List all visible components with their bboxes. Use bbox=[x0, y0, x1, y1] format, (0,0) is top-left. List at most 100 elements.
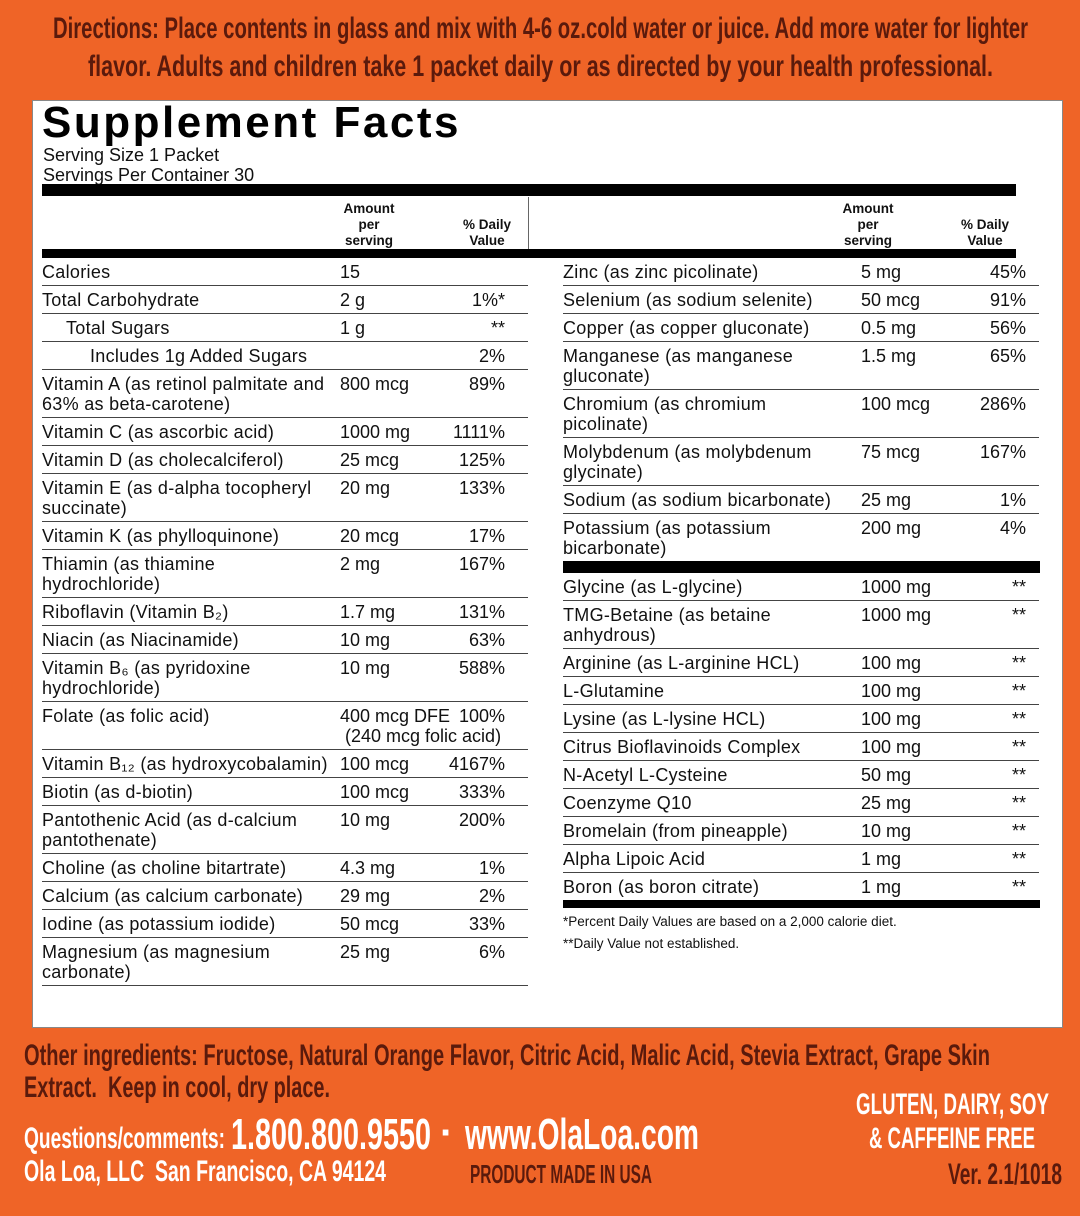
nutrient-name: Total Carbohydrate bbox=[42, 290, 200, 310]
daily-value-cell: 200% bbox=[458, 810, 505, 830]
amount-cell: 50 mg bbox=[861, 765, 912, 785]
daily-value-cell: ** bbox=[1011, 605, 1026, 625]
nutrient-row: Vitamin K (as phylloquinone) 20 mcg 17% bbox=[42, 522, 528, 550]
nutrient-name: Iodine (as potassium iodide) bbox=[42, 914, 276, 934]
amount-cell: 2 mg bbox=[340, 554, 381, 574]
nutrient-name: Arginine (as L-arginine HCL) bbox=[563, 653, 800, 673]
nutrient-name: Calcium (as calcium carbonate) bbox=[42, 886, 304, 906]
nutrient-row: Molybdenum (as molybdenum glycinate) 75 m… bbox=[563, 438, 1039, 486]
facts-title: Supplement Facts bbox=[42, 98, 461, 147]
nutrient-name: Vitamin K (as phylloquinone) bbox=[42, 526, 280, 546]
daily-value-cell: 33% bbox=[468, 914, 505, 934]
amount-cell: 0.5 mg bbox=[861, 318, 917, 338]
amount-cell: 100 mcg bbox=[340, 754, 410, 774]
daily-value-cell: 2% bbox=[478, 886, 505, 906]
nutrient-name: Lysine (as L-lysine HCL) bbox=[563, 709, 766, 729]
daily-value-cell: 588% bbox=[458, 658, 505, 678]
nutrient-name: Vitamin C (as ascorbic acid) bbox=[42, 422, 275, 442]
nutrient-row: Lysine (as L-lysine HCL) 100 mg ** bbox=[563, 705, 1039, 733]
column-divider bbox=[528, 197, 529, 251]
nutrient-row: Boron (as boron citrate) 1 mg ** bbox=[563, 873, 1039, 901]
nutrient-row: Bromelain (from pineapple) 10 mg ** bbox=[563, 817, 1039, 845]
nutrient-row: TMG-Betaine (as betaine anhydrous) 1000 m… bbox=[563, 601, 1039, 649]
nutrient-row: Vitamin D (as cholecalciferol) 25 mcg 125% bbox=[42, 446, 528, 474]
daily-value-cell: 131% bbox=[458, 602, 505, 622]
amount-cell: 100 mg bbox=[861, 681, 922, 701]
nutrient-row: Manganese (as manganese gluconate) 1.5 mg… bbox=[563, 342, 1039, 390]
nutrient-name: Zinc (as zinc picolinate) bbox=[563, 262, 759, 282]
footnote: **Daily Value not established. bbox=[563, 936, 740, 951]
daily-value-cell: ** bbox=[1011, 765, 1026, 785]
nutrient-name: Copper (as copper gluconate) bbox=[563, 318, 810, 338]
amount-cell: 800 mcg bbox=[340, 374, 410, 394]
company: Ola Loa, LLC San Francisco, CA 94124 bbox=[24, 1155, 387, 1188]
nutrient-name: N-Acetyl L-Cysteine bbox=[563, 765, 728, 785]
nutrient-name: Boron (as boron citrate) bbox=[563, 877, 760, 897]
nutrient-name: L-Glutamine bbox=[563, 681, 665, 701]
amount-cell: 1.5 mg bbox=[861, 346, 917, 366]
nutrient-name: Pantothenic Acid (as d-calcium pantothen… bbox=[42, 810, 298, 850]
nutrient-row: Biotin (as d-biotin) 100 mcg 333% bbox=[42, 778, 528, 806]
nutrient-row: L-Glutamine 100 mg ** bbox=[563, 677, 1039, 705]
free-from-line: & CAFFEINE FREE bbox=[869, 1122, 1035, 1155]
amount-cell: 1 mg bbox=[861, 877, 902, 897]
daily-value-cell: 1%* bbox=[471, 290, 505, 310]
header-amount: Amount per serving bbox=[842, 201, 894, 248]
nutrient-name: Riboflavin (Vitamin B₂) bbox=[42, 602, 229, 622]
contact-label: Questions/comments: bbox=[24, 1122, 225, 1155]
nutrient-name: Manganese (as manganese gluconate) bbox=[563, 346, 794, 386]
nutrient-row: Copper (as copper gluconate) 0.5 mg 56% bbox=[563, 314, 1039, 342]
amount-cell: 50 mcg bbox=[861, 290, 921, 310]
daily-value-cell: 125% bbox=[458, 450, 505, 470]
daily-value-cell: 56% bbox=[989, 318, 1026, 338]
daily-value-cell: 65% bbox=[989, 346, 1026, 366]
thick-rule bbox=[563, 561, 1040, 573]
serving-size: Serving Size 1 Packet bbox=[43, 145, 220, 165]
amount-cell: 100 mg bbox=[861, 737, 922, 757]
nutrient-name: Citrus Bioflavinoids Complex bbox=[563, 737, 801, 757]
amount-cell: 75 mcg bbox=[861, 442, 921, 462]
nutrient-row: Potassium (as potassium bicarbonate) 200 … bbox=[563, 514, 1039, 562]
daily-value-cell: 45% bbox=[989, 262, 1026, 282]
nutrient-name: Calories bbox=[42, 262, 111, 282]
nutrient-row: Pantothenic Acid (as d-calcium pantothen… bbox=[42, 806, 528, 854]
nutrient-name: Chromium (as chromium picolinate) bbox=[563, 394, 767, 434]
nutrient-name: Alpha Lipoic Acid bbox=[563, 849, 706, 869]
nutrient-row: Zinc (as zinc picolinate) 5 mg 45% bbox=[563, 258, 1039, 286]
daily-value-cell: ** bbox=[1011, 577, 1026, 597]
nutrient-row: Magnesium (as magnesium carbonate) 25 mg 6… bbox=[42, 938, 528, 986]
nutrient-row: Vitamin C (as ascorbic acid) 1000 mg 1111% bbox=[42, 418, 528, 446]
amount-cell: 10 mg bbox=[340, 810, 391, 830]
daily-value-cell: ** bbox=[1011, 653, 1026, 673]
nutrient-name: Vitamin E (as d-alpha tocopheryl succina… bbox=[42, 478, 312, 518]
nutrient-name: Vitamin B₁₂ (as hydroxycobalamin) bbox=[42, 754, 328, 774]
version: Ver. 2.1/1018 bbox=[948, 1158, 1062, 1191]
nutrient-row: Sodium (as sodium bicarbonate) 25 mg 1% bbox=[563, 486, 1039, 514]
phone: 1.800.800.9550 bbox=[231, 1110, 431, 1159]
daily-value-cell: 1% bbox=[478, 858, 505, 878]
nutrient-name: Sodium (as sodium bicarbonate) bbox=[563, 490, 832, 510]
daily-value-cell: ** bbox=[1011, 737, 1026, 757]
nutrient-row: Includes 1g Added Sugars 2% bbox=[42, 342, 528, 370]
header-amount: Amount per serving bbox=[343, 201, 395, 248]
amount-cell: 1.7 mg bbox=[340, 602, 396, 622]
thick-rule bbox=[42, 184, 1016, 196]
amount-cell: 1 g bbox=[340, 318, 366, 338]
nutrient-name: Coenzyme Q10 bbox=[563, 793, 692, 813]
daily-value-cell: 1111% bbox=[452, 422, 505, 442]
free-from-line: GLUTEN, DAIRY, SOY bbox=[855, 1088, 1049, 1121]
nutrient-name: TMG-Betaine (as betaine anhydrous) bbox=[563, 605, 771, 645]
daily-value-cell: 4167% bbox=[448, 754, 505, 774]
nutrient-row: Calcium (as calcium carbonate) 29 mg 2% bbox=[42, 882, 528, 910]
amount-cell: 400 mcg DFE bbox=[340, 706, 451, 726]
nutrient-row: Riboflavin (Vitamin B₂) 1.7 mg 131% bbox=[42, 598, 528, 626]
nutrient-name: Vitamin A (as retinol palmitate and 63% … bbox=[42, 374, 325, 414]
amount-cell: 15 bbox=[340, 262, 361, 282]
amount-cell: 2 g bbox=[340, 290, 366, 310]
amount-cell: 200 mg bbox=[861, 518, 922, 538]
nutrient-row: Glycine (as L-glycine) 1000 mg ** bbox=[563, 573, 1039, 601]
separator: · bbox=[440, 1111, 454, 1155]
nutrient-row: Alpha Lipoic Acid 1 mg ** bbox=[563, 845, 1039, 873]
nutrient-row: Arginine (as L-arginine HCL) 100 mg ** bbox=[563, 649, 1039, 677]
nutrient-row: Selenium (as sodium selenite) 50 mcg 91% bbox=[563, 286, 1039, 314]
